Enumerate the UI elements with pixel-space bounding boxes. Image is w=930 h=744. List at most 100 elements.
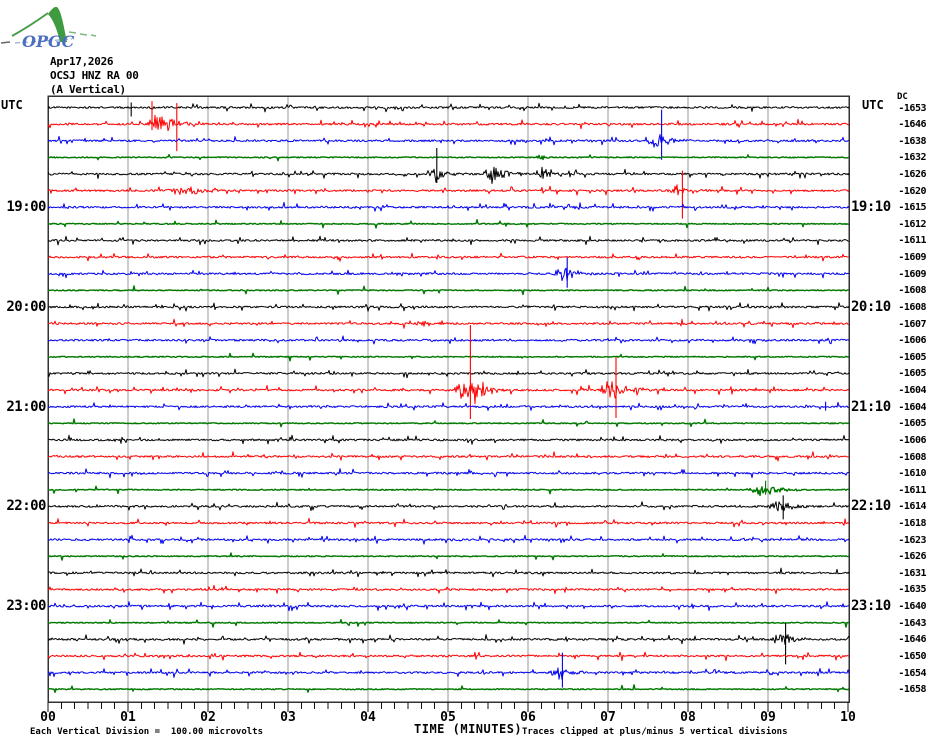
- right-hour-label-19:10: 19:10: [851, 199, 891, 216]
- dc-column-header: DC: [897, 92, 908, 102]
- x-tick-label-02: 02: [200, 710, 216, 725]
- seismic-trace-18:50: [47, 184, 850, 196]
- station-label: OCSJ HNZ RA 00: [50, 69, 139, 82]
- dc-value: -1606: [898, 335, 926, 347]
- seismic-trace-21:20: [47, 434, 850, 445]
- dc-value: -1631: [898, 567, 926, 579]
- clip-note: Traces clipped at plus/minus 5 vertical …: [522, 727, 788, 737]
- dc-value: -1609: [898, 268, 926, 280]
- left-hour-label-21:00: 21:00: [6, 398, 46, 415]
- right-hour-label-20:10: 20:10: [851, 298, 891, 315]
- seismic-trace-18:20: [47, 134, 850, 148]
- seismic-trace-20:00: [48, 302, 850, 312]
- dc-value: -1605: [898, 368, 926, 380]
- dc-value: -1654: [898, 667, 926, 679]
- logo-mountain-peak: [48, 6, 67, 42]
- x-tick-label-10: 10: [840, 710, 856, 725]
- dc-value: -1650: [898, 650, 926, 662]
- dc-value: -1614: [898, 501, 926, 513]
- dc-value: -1609: [898, 252, 926, 264]
- seismic-trace-19:50: [47, 285, 849, 296]
- seismic-trace-20:30: [47, 352, 850, 362]
- seismic-trace-20:40: [47, 368, 850, 379]
- left-hour-label-20:00: 20:00: [6, 298, 46, 315]
- x-tick-label-08: 08: [680, 710, 696, 725]
- dc-value: -1610: [898, 468, 926, 480]
- dc-value: -1604: [898, 401, 926, 413]
- seismic-trace-19:10: [47, 218, 850, 229]
- opgc-logo: OPGC: [0, 6, 97, 51]
- dc-value: -1612: [898, 218, 926, 230]
- dc-value: -1640: [898, 601, 926, 613]
- dc-value: -1611: [898, 235, 926, 247]
- dc-value: -1653: [898, 102, 926, 114]
- seismic-trace-20:10: [48, 318, 850, 329]
- logo-mountain-ascent: [11, 12, 49, 37]
- x-tick-label-06: 06: [520, 710, 536, 725]
- dc-value: -1606: [898, 434, 926, 446]
- seismic-trace-23:30: [47, 651, 850, 662]
- seismic-trace-23:10: [47, 619, 850, 628]
- logo-dashed-curve: [14, 38, 73, 44]
- seismic-trace-19:30: [47, 252, 849, 262]
- x-tick-label-03: 03: [280, 710, 296, 725]
- left-hour-label-22:00: 22:00: [6, 498, 46, 515]
- dc-value: -1623: [898, 534, 926, 546]
- seismic-trace-19:00: [47, 201, 850, 212]
- right-hour-label-21:10: 21:10: [851, 398, 891, 415]
- dc-value: -1607: [898, 318, 926, 330]
- seismic-trace-20:20: [47, 335, 850, 345]
- dc-value: -1615: [898, 202, 926, 214]
- x-tick-label-01: 01: [120, 710, 136, 725]
- seismic-trace-23:20: [47, 634, 850, 645]
- dc-value: -1632: [898, 152, 926, 164]
- date-label: Apr17,2026: [50, 55, 114, 68]
- seismic-trace-23:40: [47, 667, 850, 680]
- right-utc-label: UTC: [862, 98, 884, 112]
- right-hour-label-22:10: 22:10: [851, 498, 891, 515]
- left-hour-label-23:00: 23:00: [6, 598, 46, 615]
- x-tick-label-05: 05: [440, 710, 456, 725]
- dc-value: -1608: [898, 301, 926, 313]
- seismic-trace-22:30: [47, 552, 850, 561]
- seismic-trace-18:40: [47, 166, 850, 185]
- x-tick-label-04: 04: [360, 710, 376, 725]
- dc-value: -1643: [898, 617, 926, 629]
- seismic-trace-22:50: [47, 584, 850, 595]
- seismic-trace-21:40: [47, 468, 850, 479]
- seismic-trace-21:50: [47, 485, 850, 497]
- dc-value: -1604: [898, 385, 926, 397]
- logo-right-dash-3: [90, 34, 97, 37]
- dc-value: -1626: [898, 168, 926, 180]
- logo-right-dash-2: [79, 33, 88, 36]
- dc-value: -1611: [898, 484, 926, 496]
- dc-value: -1646: [898, 634, 926, 646]
- right-hour-label-23:10: 23:10: [851, 598, 891, 615]
- logo-right-dash-1: [68, 31, 77, 34]
- seismic-trace-21:00: [47, 401, 850, 411]
- seismic-trace-22:40: [48, 567, 850, 578]
- seismic-trace-23:00: [47, 601, 850, 612]
- x-axis-title: TIME (MINUTES): [414, 722, 523, 736]
- seismic-trace-21:10: [47, 418, 850, 428]
- dc-value: -1638: [898, 135, 926, 147]
- seismic-trace-23:50: [47, 684, 850, 693]
- scale-note: Each Vertical Division = 100.00 microvol…: [30, 727, 263, 737]
- seismic-trace-18:30: [47, 153, 850, 162]
- dc-value: -1608: [898, 285, 926, 297]
- left-utc-label: UTC: [1, 98, 23, 112]
- seismic-trace-22:10: [47, 517, 850, 528]
- x-tick-label-09: 09: [760, 710, 776, 725]
- dc-value: -1658: [898, 684, 926, 696]
- dc-value: -1626: [898, 551, 926, 563]
- logo-text: OPGC: [22, 32, 75, 51]
- seismic-trace-22:00: [47, 501, 850, 512]
- seismic-trace-19:20: [47, 235, 850, 246]
- dc-value: -1620: [898, 185, 926, 197]
- x-tick-label-00: 00: [40, 710, 56, 725]
- dc-value: -1608: [898, 451, 926, 463]
- left-hour-label-19:00: 19:00: [6, 199, 46, 216]
- dc-value: -1646: [898, 119, 926, 131]
